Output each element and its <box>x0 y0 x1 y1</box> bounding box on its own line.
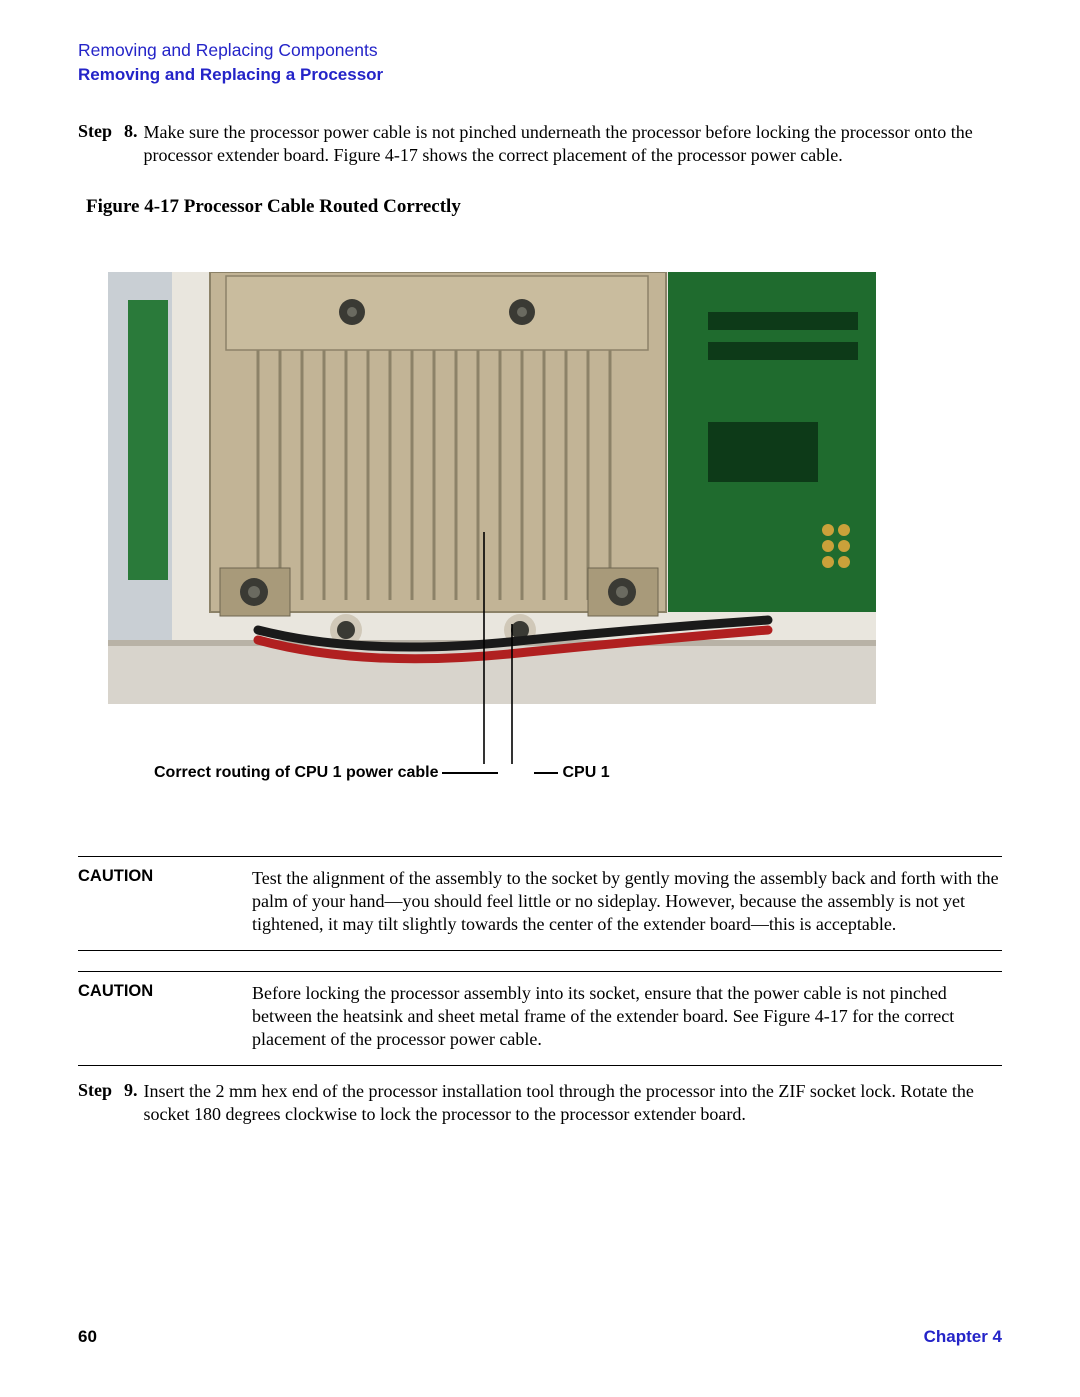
figure-callout-labels: Correct routing of CPU 1 power cable CPU… <box>154 764 972 782</box>
page-root: Removing and Replacing Components Removi… <box>0 0 1080 1397</box>
step-9-number: 9. <box>124 1080 138 1125</box>
header-subsection: Removing and Replacing a Processor <box>78 65 1002 85</box>
figure-image <box>108 272 876 704</box>
header-section: Removing and Replacing Components <box>78 40 1002 61</box>
caution-1-label: CAUTION <box>78 867 252 936</box>
figure-wrap: Correct routing of CPU 1 power cable CPU… <box>108 272 972 782</box>
figure-caption: Figure 4-17 Processor Cable Routed Corre… <box>86 196 1002 218</box>
footer-page-number: 60 <box>78 1327 97 1347</box>
caution-1-text: Test the alignment of the assembly to th… <box>252 867 1002 936</box>
figure-callout-2: CPU 1 <box>562 764 609 782</box>
step-9-label: Step <box>78 1080 112 1125</box>
step-8-block: Step 8. Make sure the processor power ca… <box>78 121 1002 166</box>
caution-1-row: CAUTION Test the alignment of the assemb… <box>78 857 1002 950</box>
caution-2-label: CAUTION <box>78 982 252 1051</box>
caution-section: CAUTION Test the alignment of the assemb… <box>78 856 1002 1066</box>
step-8-label: Step <box>78 121 112 166</box>
step-9-text: Insert the 2 mm hex end of the processor… <box>144 1080 1002 1125</box>
callout-connector-1 <box>442 772 498 774</box>
figure-callout-1: Correct routing of CPU 1 power cable <box>154 764 438 782</box>
page-footer: 60 Chapter 4 <box>78 1321 1002 1347</box>
caution-2-text: Before locking the processor assembly in… <box>252 982 1002 1051</box>
step-8-text: Make sure the processor power cable is n… <box>144 121 1002 166</box>
step-8-number: 8. <box>124 121 138 166</box>
callout-connector-2 <box>534 772 558 774</box>
step-9-block: Step 9. Insert the 2 mm hex end of the p… <box>78 1080 1002 1125</box>
caution-2-row: CAUTION Before locking the processor ass… <box>78 972 1002 1065</box>
footer-chapter: Chapter 4 <box>924 1327 1002 1347</box>
